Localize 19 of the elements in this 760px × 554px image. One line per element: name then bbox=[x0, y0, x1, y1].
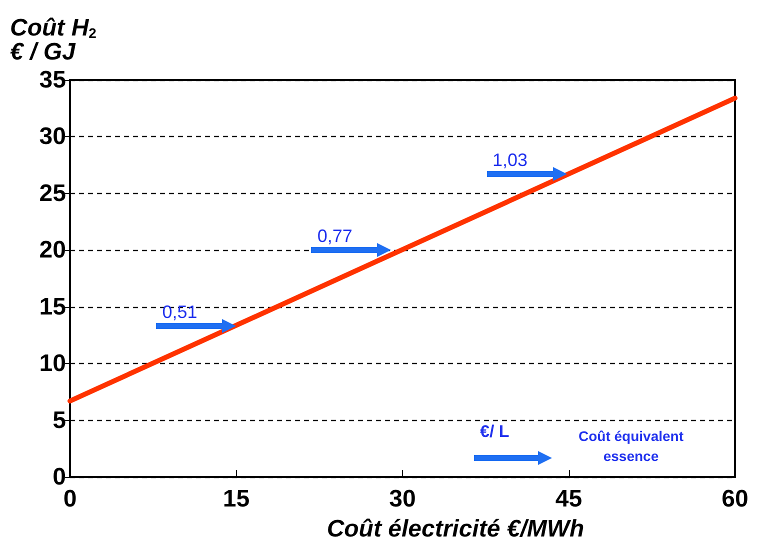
x-axis-title: Coût électricité €/MWh bbox=[326, 516, 584, 542]
annotation: 0,77 bbox=[317, 226, 352, 246]
y-tick-label: 0 bbox=[52, 464, 66, 490]
x-tick-label: 45 bbox=[555, 486, 582, 512]
x-tick-label: 30 bbox=[389, 486, 416, 512]
y-tick-label: 30 bbox=[39, 123, 66, 150]
annotation: Coût équivalent essence bbox=[577, 427, 684, 466]
y-tick-label: 25 bbox=[39, 180, 66, 207]
y-tick-label: 35 bbox=[39, 66, 66, 94]
annotation: €/ L bbox=[480, 422, 510, 442]
x-tick-label: 60 bbox=[722, 486, 748, 512]
y-tick-label: 5 bbox=[52, 406, 66, 434]
annotation: 1,03 bbox=[492, 150, 528, 170]
x-tick-label: 15 bbox=[222, 486, 250, 512]
y-tick-label: 20 bbox=[39, 236, 66, 264]
y-tick-label: 15 bbox=[39, 293, 66, 320]
y-axis-title: Coût H2 € / GJ bbox=[10, 14, 97, 66]
y-tick-label: 10 bbox=[39, 350, 66, 378]
annotation: 0,51 bbox=[162, 302, 198, 322]
